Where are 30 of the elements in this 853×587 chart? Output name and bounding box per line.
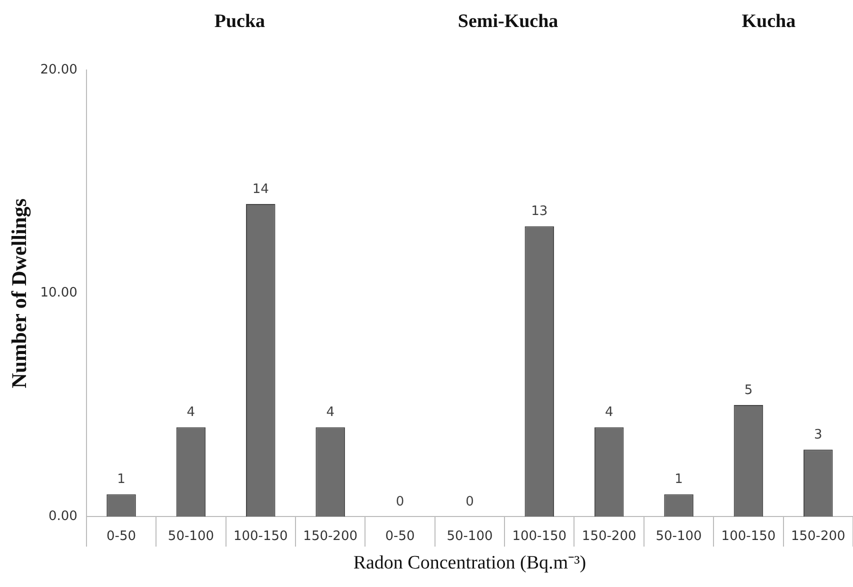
text: Pucka xyxy=(214,10,266,32)
x-tick-label: 50-100 xyxy=(168,528,214,544)
x-tick-label: 150-200 xyxy=(790,528,846,544)
x-tick-label: 0-50 xyxy=(385,528,415,544)
data-label: 0 xyxy=(396,494,404,510)
x-tick-label: 0-50 xyxy=(106,528,136,544)
y-axis-title: Number of Dwellings xyxy=(7,198,32,388)
x-tick-label: 50-100 xyxy=(656,528,702,544)
data-label: 1 xyxy=(117,472,126,488)
x-tick-label: 50-100 xyxy=(446,528,493,544)
text: Semi-Kucha xyxy=(458,10,559,32)
x-tick-label: 150-200 xyxy=(582,528,636,544)
y-tick-label: 20.00 xyxy=(40,62,78,78)
y-tick-label: 10.00 xyxy=(40,286,78,301)
data-label: 13 xyxy=(531,204,548,220)
y-tick-label: 0.00 xyxy=(48,508,78,524)
data-label: 14 xyxy=(252,182,269,197)
data-label: 4 xyxy=(604,405,614,420)
x-axis-title: Radon Concentration (Bq.m⁻³) xyxy=(353,552,586,574)
data-label: 1 xyxy=(674,472,683,488)
text: Kucha xyxy=(742,10,796,32)
x-tick-label: 100-150 xyxy=(512,528,567,544)
x-tick-label: 100-150 xyxy=(233,528,288,544)
data-label: 4 xyxy=(186,405,196,420)
x-tick-label: 150-200 xyxy=(303,528,358,544)
data-label: 4 xyxy=(326,405,334,420)
data-label: 3 xyxy=(814,427,822,442)
data-label: 0 xyxy=(466,494,474,510)
data-label: 5 xyxy=(744,382,753,398)
x-tick-label: 100-150 xyxy=(721,528,776,544)
